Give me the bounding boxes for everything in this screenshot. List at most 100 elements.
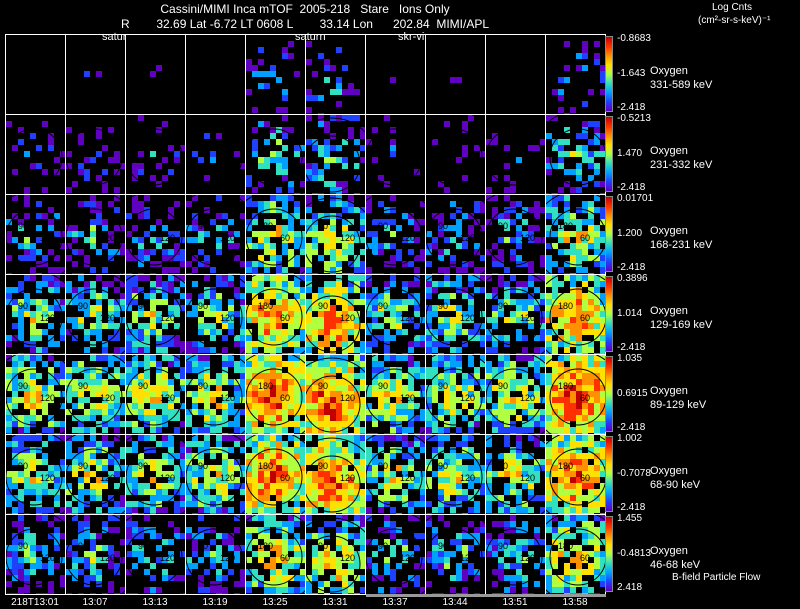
- heatmap-cell: [228, 545, 234, 551]
- heatmap-cell: [282, 409, 288, 415]
- heatmap-cell: [168, 551, 174, 557]
- heatmap-cell: [390, 495, 396, 501]
- heatmap-cell: [222, 317, 228, 323]
- heatmap-cell: [294, 575, 300, 581]
- heatmap-cell: [348, 379, 354, 385]
- heatmap-cell: [198, 293, 204, 299]
- heatmap-cell: [336, 335, 342, 341]
- heatmap-cell: [24, 355, 30, 361]
- heatmap-cell: [312, 507, 318, 513]
- heatmap-cell: [498, 513, 504, 514]
- heatmap-cell: [12, 237, 18, 243]
- heatmap-cell: [156, 275, 162, 281]
- heatmap-cell: [78, 459, 84, 465]
- heatmap-cell: [348, 89, 354, 95]
- heatmap-cell: [324, 329, 330, 335]
- heatmap-cell: [588, 293, 594, 299]
- heatmap-cell: [84, 551, 90, 557]
- heatmap-cell: [312, 433, 318, 434]
- pitch-angle-contour: [306, 357, 365, 373]
- heatmap-cell: [78, 433, 84, 434]
- heatmap-cell: [306, 231, 312, 237]
- heatmap-cell: [216, 213, 222, 219]
- heatmap-cell: [12, 447, 18, 453]
- heatmap-cell: [282, 195, 288, 201]
- heatmap-cell: [420, 587, 425, 593]
- heatmap-cell: [540, 323, 545, 329]
- heatmap-cell: [12, 391, 18, 397]
- heatmap-cell: [168, 495, 174, 501]
- heatmap-cell: [30, 533, 36, 539]
- heatmap-cell: [198, 483, 204, 489]
- heatmap-cell: [360, 225, 365, 231]
- heatmap-cell: [438, 403, 444, 409]
- heatmap-cell: [204, 293, 210, 299]
- heatmap-cell: [42, 409, 48, 415]
- heatmap-cell: [306, 207, 312, 213]
- heatmap-cell: [324, 181, 330, 187]
- heatmap-cell: [312, 551, 318, 557]
- heatmap-cell: [210, 391, 216, 397]
- heatmap-cell: [90, 575, 96, 581]
- heatmap-cell: [258, 435, 264, 441]
- heatmap-cell: [6, 441, 12, 447]
- heatmap-cell: [486, 477, 492, 483]
- heatmap-cell: [330, 219, 336, 225]
- heatmap-cell: [318, 213, 324, 219]
- heatmap-cell: [210, 323, 216, 329]
- heatmap-cell: [6, 427, 12, 433]
- heatmap-cell: [114, 305, 120, 311]
- heatmap-cell: [426, 305, 432, 311]
- heatmap-cell: [594, 163, 600, 169]
- heatmap-cell: [90, 219, 96, 225]
- heatmap-cell: [324, 415, 330, 421]
- heatmap-cell: [114, 275, 120, 281]
- heatmap-cell: [444, 317, 450, 323]
- heatmap-cell: [342, 459, 348, 465]
- heatmap-cell: [258, 513, 264, 514]
- heatmap-cell: [78, 361, 84, 367]
- heatmap-cell: [294, 145, 300, 151]
- heatmap-cell: [510, 447, 516, 453]
- contour-label: 90: [138, 301, 148, 311]
- heatmap-cell: [270, 435, 276, 441]
- heatmap-cell: [138, 255, 144, 261]
- heatmap-cell: [78, 507, 84, 513]
- heatmap-cell: [570, 409, 576, 415]
- heatmap-cell: [48, 557, 54, 563]
- heatmap-cell: [300, 347, 305, 353]
- heatmap-cell: [534, 273, 540, 274]
- heatmap-cell: [582, 281, 588, 287]
- heatmap-cell: [258, 243, 264, 249]
- heatmap-cell: [360, 355, 365, 361]
- heatmap-cell: [294, 367, 300, 373]
- heatmap-cell: [312, 489, 318, 495]
- heatmap-cell: [150, 459, 156, 465]
- heatmap-cell: [576, 249, 582, 255]
- heatmap-cell: [18, 575, 24, 581]
- heatmap-cell: [198, 501, 204, 507]
- heatmap-cell: [96, 127, 102, 133]
- contour-label: 90: [498, 381, 508, 391]
- heatmap-cell: [366, 453, 372, 459]
- heatmap-cell: [90, 569, 96, 575]
- heatmap-cell: [450, 477, 456, 483]
- heatmap-cell: [138, 201, 144, 207]
- heatmap-cell: [288, 433, 294, 434]
- heatmap-cell: [102, 281, 108, 287]
- heatmap-cell: [24, 513, 30, 514]
- heatmap-cell: [564, 397, 570, 403]
- heatmap-cell: [336, 427, 342, 433]
- heatmap-cell: [72, 465, 78, 471]
- heatmap-cell: [24, 551, 30, 557]
- heatmap-cell: [378, 593, 384, 594]
- heatmap-cell: [264, 275, 270, 281]
- heatmap-cell: [18, 557, 24, 563]
- heatmap-cell: [588, 495, 594, 501]
- heatmap-cell: [372, 305, 378, 311]
- heatmap-cell: [504, 145, 510, 151]
- heatmap-cell: [66, 243, 72, 249]
- heatmap-panel: 180 60: [245, 434, 306, 515]
- heatmap-cell: [156, 587, 162, 593]
